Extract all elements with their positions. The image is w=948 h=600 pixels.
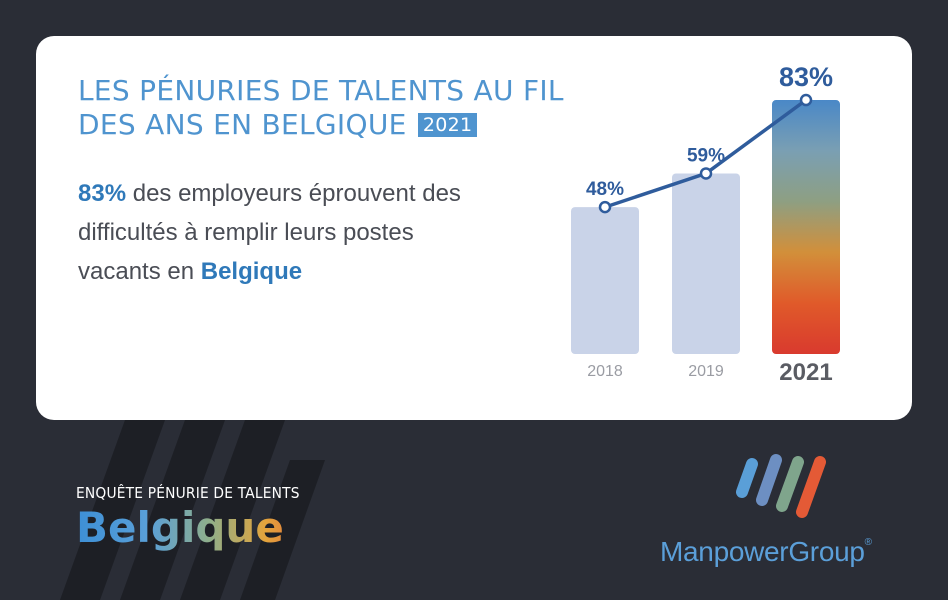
point-2018 (598, 200, 612, 214)
bar-2018 (571, 207, 639, 354)
page-title: LES PÉNURIES DE TALENTS AU FIL DES ANS E… (78, 74, 598, 142)
bar-2019 (672, 173, 740, 354)
description-country: Belgique (200, 258, 303, 285)
description-text: des employeurs éprouvent des difficultés… (78, 180, 461, 285)
survey-brand: ENQUÊTE PÉNURIE DE TALENTS Belgique (76, 484, 319, 552)
value-label-2019: 59% (687, 145, 725, 166)
bar-chart: 48% 2018 59% 2019 83% 2021 (571, 62, 840, 386)
brand-name: ManpowerGroup® (660, 536, 872, 567)
infographic-card: LES PÉNURIES DE TALENTS AU FIL DES ANS E… (36, 36, 912, 420)
point-2019 (699, 167, 713, 180)
year-badge: 2021 (417, 113, 478, 137)
value-label-2021: 83% (779, 62, 833, 92)
title-line-2: DES ANS EN BELGIQUE (78, 108, 407, 141)
decorative-stripes (60, 420, 325, 600)
description-percent: 83% (78, 180, 127, 207)
title-line-1: LES PÉNURIES DE TALENTS AU FIL (78, 74, 564, 107)
value-label-2018: 48% (586, 179, 624, 200)
description: 83% des employeurs éprouvent des difficu… (78, 174, 498, 291)
survey-label: ENQUÊTE PÉNURIE DE TALENTS (76, 484, 300, 502)
tick-label-2018: 2018 (587, 363, 623, 380)
country-label: Belgique (76, 504, 319, 552)
bar-2021 (772, 100, 840, 355)
registered-mark: ® (864, 537, 872, 548)
manpowergroup-logo-icon (736, 454, 826, 518)
tick-label-2019: 2019 (688, 363, 724, 380)
point-2021 (799, 93, 813, 107)
tick-label-2021: 2021 (779, 359, 832, 386)
